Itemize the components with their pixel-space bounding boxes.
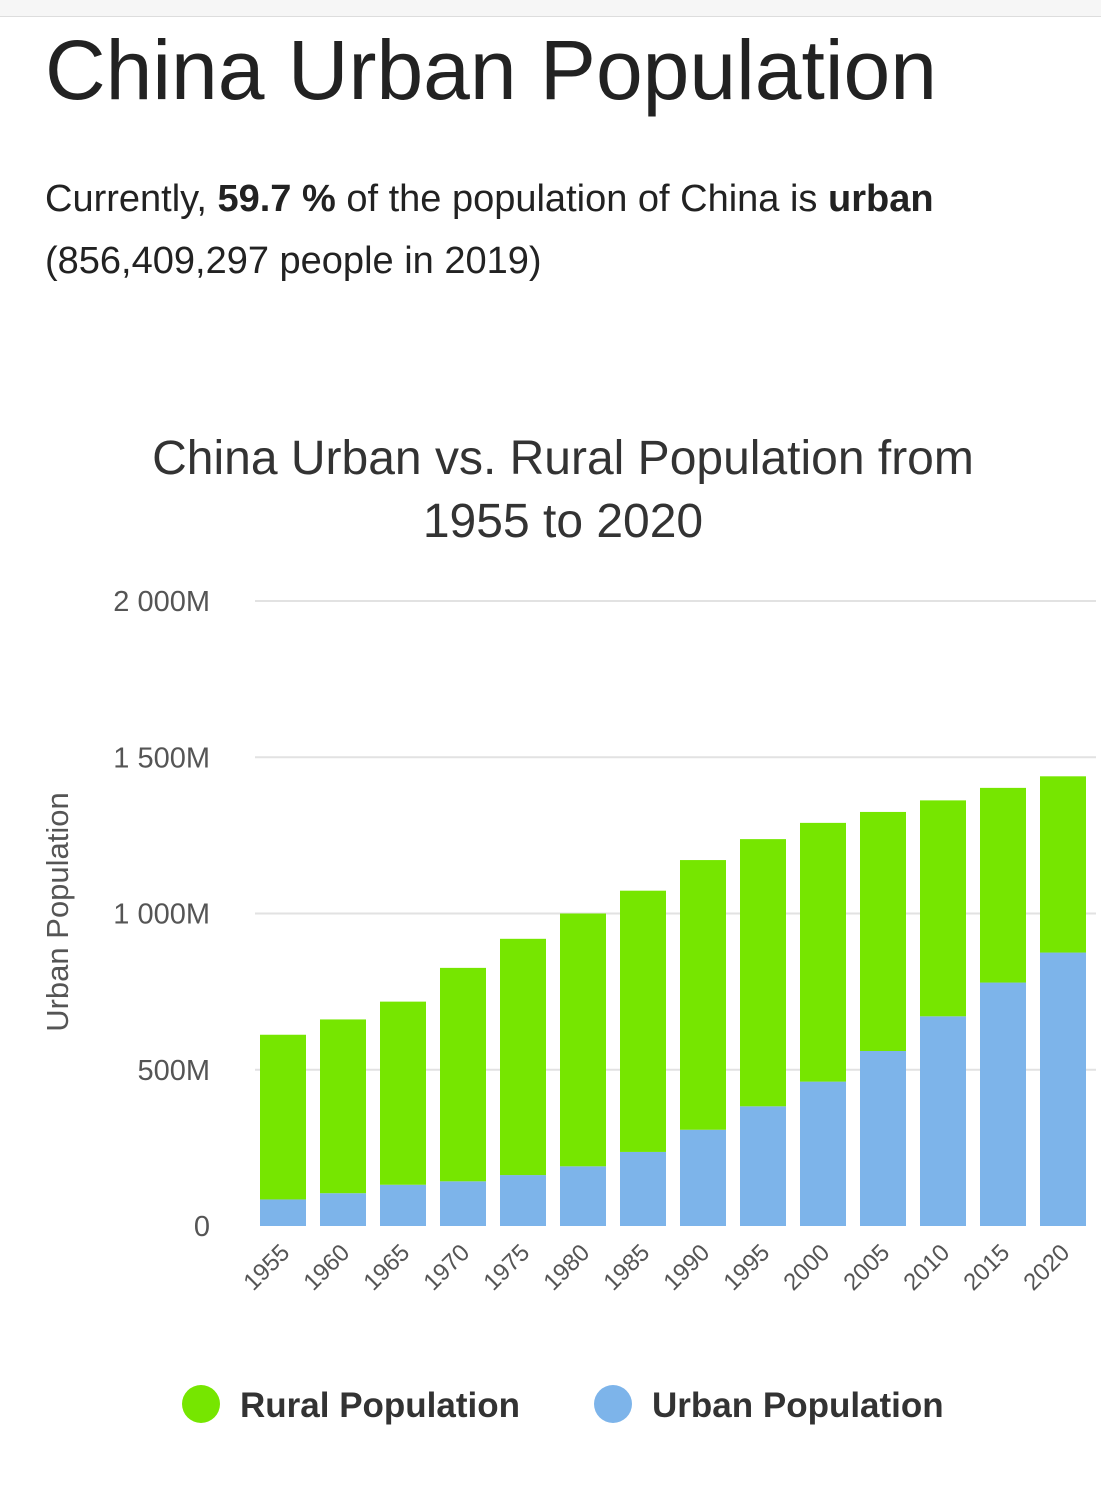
x-tick-label: 1980: [538, 1239, 595, 1296]
y-tick-label: 1 000M: [113, 899, 210, 931]
page-title: China Urban Population: [45, 23, 937, 117]
bar-rural-1985[interactable]: [620, 890, 666, 1152]
bar-urban-2005[interactable]: [860, 1051, 906, 1226]
grid-layer: 0 500M 1 000M 1 500M 2 000M: [113, 586, 1096, 1243]
summary-middle: of the population of China is: [335, 178, 828, 220]
y-axis-title: Urban Population: [40, 792, 75, 1032]
bar-urban-1955[interactable]: [260, 1199, 306, 1226]
bar-rural-1975[interactable]: [500, 938, 546, 1176]
x-tick-label: 1985: [598, 1239, 655, 1296]
bar-urban-1995[interactable]: [740, 1106, 786, 1226]
bar-rural-2015[interactable]: [980, 787, 1026, 983]
urban-keyword: urban: [827, 178, 934, 220]
bar-rural-2010[interactable]: [920, 800, 966, 1017]
y-tick-label: 500M: [137, 1055, 210, 1087]
x-tick-label: 1965: [358, 1239, 415, 1296]
bar-rural-1995[interactable]: [740, 839, 786, 1107]
legend-label-urban[interactable]: Urban Population: [652, 1386, 944, 1425]
x-tick-label: 1990: [658, 1239, 715, 1296]
bar-urban-1960[interactable]: [320, 1193, 366, 1226]
bar-urban-1980[interactable]: [560, 1166, 606, 1226]
summary-detail: (856,409,297 people in 2019): [45, 240, 542, 282]
bar-urban-1985[interactable]: [620, 1151, 666, 1226]
bar-urban-1990[interactable]: [680, 1129, 726, 1226]
bar-rural-1990[interactable]: [680, 860, 726, 1130]
bar-rural-2005[interactable]: [860, 811, 906, 1051]
x-tick-label: 2005: [838, 1239, 895, 1296]
bar-rural-1960[interactable]: [320, 1019, 366, 1194]
x-tick-label: 1970: [418, 1239, 475, 1296]
legend: Rural Population Urban Population: [182, 1385, 944, 1425]
bar-urban-1975[interactable]: [500, 1175, 546, 1226]
bar-rural-1980[interactable]: [560, 913, 606, 1167]
bar-rural-1970[interactable]: [440, 967, 486, 1182]
bar-rural-2000[interactable]: [800, 822, 846, 1082]
x-tick-labels: 1955 1960 1965 1970 1975 1980 1985 1990 1995 2000…: [238, 1239, 1075, 1296]
x-tick-label: 2015: [958, 1239, 1015, 1296]
bars-layer: [260, 776, 1086, 1226]
top-bar: [0, 0, 1101, 17]
bar-urban-2000[interactable]: [800, 1081, 846, 1226]
bar-rural-2020[interactable]: [1040, 776, 1086, 953]
chart-title-line-2: 1955 to 2020: [423, 495, 703, 548]
summary-prefix: Currently,: [45, 178, 218, 220]
population-chart: China Urban vs. Rural Population from 19…: [40, 432, 1096, 1425]
x-tick-label: 2010: [898, 1239, 955, 1296]
legend-swatch-rural[interactable]: [182, 1385, 220, 1423]
x-tick-label: 1960: [298, 1239, 355, 1296]
bar-urban-1970[interactable]: [440, 1181, 486, 1226]
y-tick-label: 2 000M: [113, 586, 210, 618]
legend-swatch-urban[interactable]: [594, 1385, 632, 1423]
bar-urban-1965[interactable]: [380, 1184, 426, 1226]
legend-label-rural[interactable]: Rural Population: [240, 1386, 520, 1425]
y-tick-label: 0: [194, 1211, 210, 1243]
x-tick-label: 1975: [478, 1239, 535, 1296]
y-tick-label: 1 500M: [113, 742, 210, 774]
summary-text: Currently, 59.7 % of the population of C…: [45, 168, 1065, 292]
bar-rural-1955[interactable]: [260, 1034, 306, 1200]
bar-urban-2015[interactable]: [980, 982, 1026, 1226]
x-tick-label: 1955: [238, 1239, 295, 1296]
x-tick-label: 2020: [1018, 1239, 1075, 1296]
urban-percent: 59.7 %: [217, 178, 336, 220]
bar-rural-1965[interactable]: [380, 1001, 426, 1185]
bar-urban-2010[interactable]: [920, 1016, 966, 1226]
chart-title-line-1: China Urban vs. Rural Population from: [152, 432, 974, 485]
x-tick-label: 1995: [718, 1239, 775, 1296]
x-tick-label: 2000: [778, 1239, 835, 1296]
bar-urban-2020[interactable]: [1040, 952, 1086, 1226]
